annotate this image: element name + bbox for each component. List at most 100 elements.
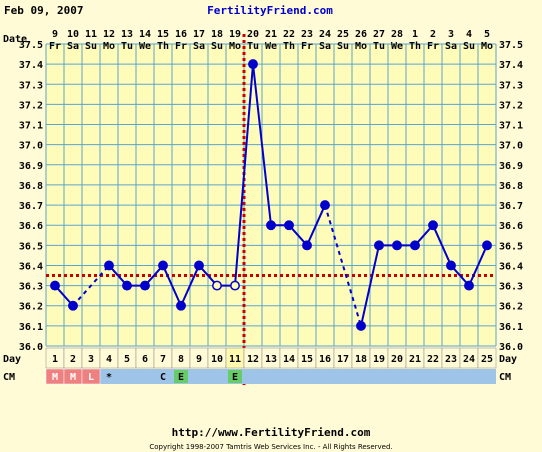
cycle-day-label: 3 [88,354,94,365]
plot-area [46,44,496,346]
weekday-label: Th [409,41,421,52]
weekday-label: Sa [445,41,457,52]
weekday-label: Su [463,41,475,52]
y-tick-label-left: 37.1 [19,121,43,132]
date-label: 27 [373,29,385,40]
temperature-point-open [230,280,240,291]
footer-url[interactable]: http://www.FertilityFriend.com [171,426,371,439]
date-label: 9 [52,29,58,40]
temperature-point [266,220,276,231]
weekday-label: Fr [427,41,439,52]
site-title: FertilityFriend.com [207,4,333,17]
temperature-point [374,240,384,251]
date-label: 22 [283,29,295,40]
y-tick-label-left: 37.4 [19,60,43,71]
weekday-label: Fr [175,41,187,52]
y-tick-label-right: 36.7 [499,201,523,212]
y-tick-label-right: 37.0 [499,141,523,152]
y-tick-label-left: 37.0 [19,141,43,152]
cycle-day-label: 18 [355,354,367,365]
temperature-segment [180,265,200,307]
cycle-day-label: 22 [427,354,439,365]
date-label: 13 [121,29,133,40]
y-tick-label-right: 37.3 [499,80,523,91]
weekday-label: Mo [355,41,367,52]
temperature-point [122,280,132,291]
y-tick-label-left: 36.2 [19,302,43,313]
date-label: 16 [175,29,187,40]
y-tick-label-right: 36.2 [499,302,523,313]
y-tick-label-right: 36.5 [499,241,523,252]
weekday-label: Fr [301,41,313,52]
y-tick-label-right: 36.6 [499,221,523,232]
temperature-point [428,220,438,231]
date-label: 1 [412,29,418,40]
copyright-notice: Copyright 1998-2007 Tamtris Web Services… [149,443,393,451]
date-label: 28 [391,29,403,40]
day-row-label-right: Day [499,354,517,365]
cm-row [46,369,496,384]
temperature-segment [432,224,452,266]
weekday-label: Sa [67,41,79,52]
temperature-point [392,240,402,251]
cm-code: L [88,372,94,383]
menses-cell [81,368,101,385]
temperature-segment [306,204,326,246]
cm-code: M [52,372,58,383]
y-tick-label-right: 36.4 [499,261,523,272]
date-row-label: Date [3,34,27,45]
weekday-label: Sa [193,41,205,52]
temperature-segment [234,64,254,286]
y-tick-label-left: 36.8 [19,181,43,192]
cm-row-label: CM [3,372,15,383]
temperature-point [104,260,114,271]
y-tick-label-left: 37.5 [19,40,43,51]
temperature-segment [360,245,380,327]
cycle-day-label: 20 [391,354,403,365]
date-label: 18 [211,29,223,40]
y-tick-label-left: 36.0 [19,342,43,353]
cm-code: C [160,372,166,383]
cm-code: * [106,372,112,383]
date-label: 24 [319,29,331,40]
weekday-label: Tu [373,41,385,52]
weekday-label: Th [283,41,295,52]
cycle-day-label: 13 [265,354,277,365]
weekday-label: We [391,41,403,52]
cycle-day-label: 24 [463,354,475,365]
y-tick-label-left: 36.1 [19,322,43,333]
date-label: 4 [466,29,472,40]
y-tick-label-left: 36.3 [19,282,43,293]
date-label: 15 [157,29,169,40]
weekday-label: We [139,41,151,52]
cm-row-label-right: CM [499,372,511,383]
temperature-gap-segment [72,264,110,307]
y-tick-label-left: 36.5 [19,241,43,252]
y-tick-label-right: 36.8 [499,181,523,192]
y-tick-label-right: 37.4 [499,60,523,71]
y-tick-label-left: 37.2 [19,100,43,111]
chart-date: Feb 09, 2007 [4,4,83,17]
weekday-label: Tu [247,41,259,52]
date-label: 3 [448,29,454,40]
cycle-day-label: 1 [52,354,58,365]
weekday-label: Su [85,41,97,52]
cycle-day-label: 17 [337,354,349,365]
cycle-day-label: 5 [124,354,130,365]
temperature-point [50,280,60,291]
temperature-point [302,240,312,251]
temperature-point [356,320,366,331]
weekday-label: Mo [103,41,115,52]
temperature-segment [468,244,488,287]
date-label: 23 [301,29,313,40]
temperature-point [248,59,258,70]
temperature-point-open [212,280,222,291]
temperature-point [158,260,168,271]
temperature-point [464,280,474,291]
cycle-day-label: 8 [178,354,184,365]
date-label: 2 [430,29,436,40]
date-label: 19 [229,29,241,40]
date-label: 14 [139,29,151,40]
y-tick-label-left: 36.9 [19,161,43,172]
